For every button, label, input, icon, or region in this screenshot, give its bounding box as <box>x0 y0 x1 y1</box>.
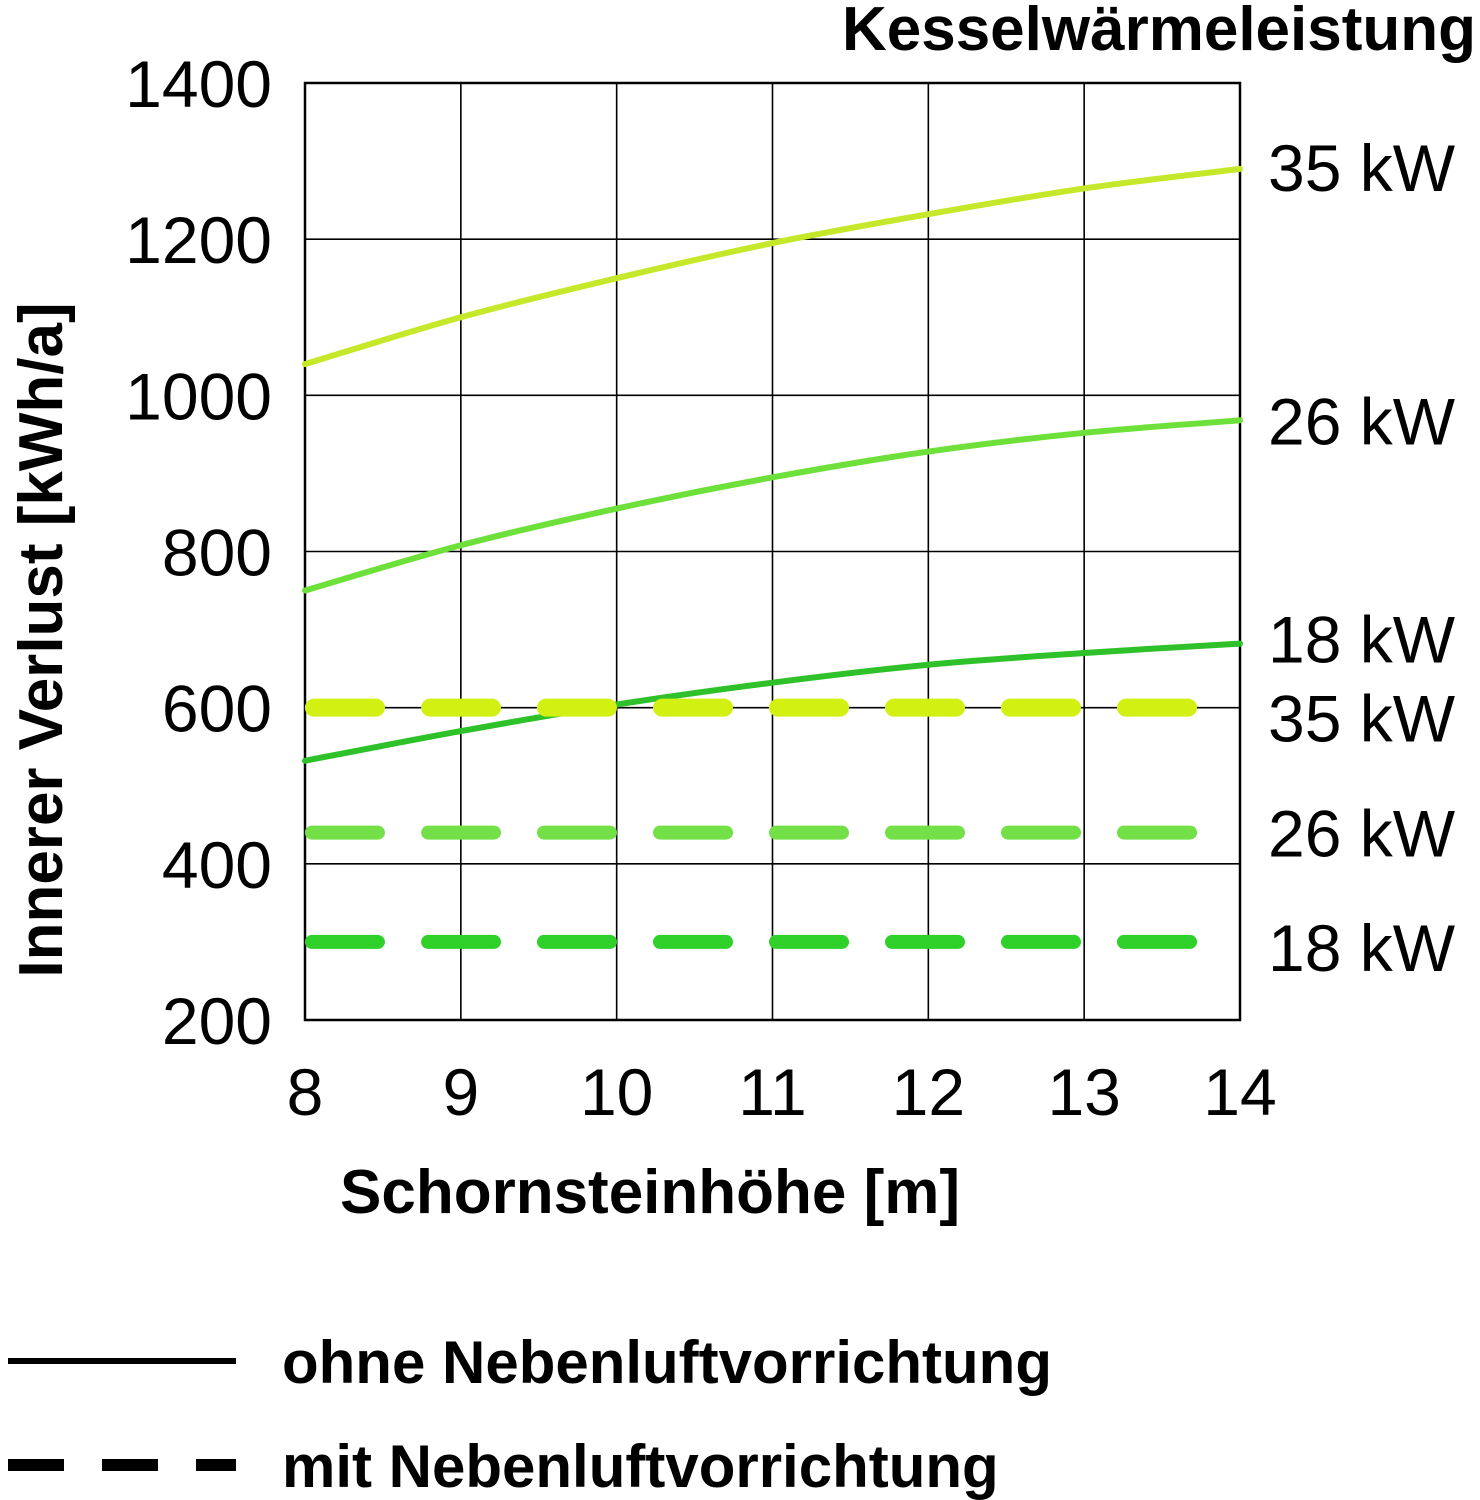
series-end-label: 26 kW <box>1268 797 1456 871</box>
series-line-1 <box>302 165 1243 368</box>
x-tick-label: 12 <box>892 1055 965 1129</box>
x-tick-labels: 8 9 10 11 12 13 14 <box>287 1055 1277 1129</box>
x-tick-label: 13 <box>1047 1055 1120 1129</box>
series-line-3 <box>302 640 1243 764</box>
y-tick-label: 1000 <box>125 359 272 433</box>
legend-label-solid: ohne Nebenluftvorrichtung <box>282 1329 1052 1396</box>
y-tick-label: 1400 <box>125 47 272 121</box>
y-tick-label: 200 <box>162 984 272 1058</box>
x-tick-label: 14 <box>1203 1055 1276 1129</box>
legend: ohne Nebenluftvorrichtung mit Nebenluftv… <box>8 1329 1052 1500</box>
x-tick-label: 11 <box>738 1055 807 1129</box>
x-tick-label: 9 <box>442 1055 479 1129</box>
series-end-label: 26 kW <box>1268 384 1456 458</box>
series-end-label: 35 kW <box>1268 682 1456 756</box>
y-tick-label: 600 <box>162 672 272 746</box>
series-layer <box>296 165 1249 949</box>
series-end-label: 35 kW <box>1268 131 1456 205</box>
legend-label-dashed: mit Nebenluftvorrichtung <box>282 1433 999 1500</box>
y-axis-title: Innerer Verlust [kWh/a] <box>7 302 76 977</box>
x-tick-label: 10 <box>580 1055 653 1129</box>
series-end-label: 18 kW <box>1268 911 1456 985</box>
y-tick-labels: 200 400 600 800 1000 1200 1400 <box>125 47 272 1058</box>
series-line-2 <box>302 417 1243 594</box>
x-tick-label: 8 <box>287 1055 324 1129</box>
x-axis-title: Schornsteinhöhe [m] <box>340 1158 960 1227</box>
y-tick-label: 400 <box>162 828 272 902</box>
series-end-label: 18 kW <box>1268 603 1456 677</box>
y-tick-label: 1200 <box>125 203 272 277</box>
chart-title: Kesselwärmeleistung <box>842 0 1476 64</box>
plot-frame <box>303 81 1242 1022</box>
y-tick-label: 800 <box>162 516 272 590</box>
